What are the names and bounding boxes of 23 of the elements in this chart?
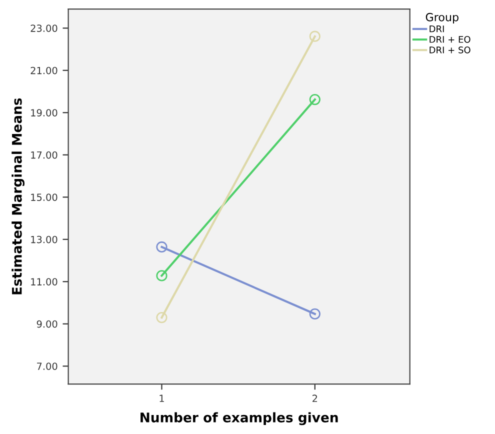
point	[309, 308, 320, 320]
y-tick-label: 9.00	[36, 320, 58, 328]
y-tick-label: 13.00	[31, 236, 58, 244]
y-tick-label: 15.00	[31, 194, 58, 201]
point	[156, 312, 168, 324]
legend-label: DRI + EO	[430, 36, 470, 43]
point	[309, 30, 320, 42]
x-axis-title: Number of examples given	[140, 412, 338, 426]
y-tick-label: 21.00	[30, 66, 58, 74]
y-tick-label: 7.00	[37, 362, 58, 370]
legend-label: DRI + SO	[430, 46, 470, 54]
y-tick-label: 17.00	[31, 151, 58, 159]
y-tick-label: 23.00	[30, 24, 58, 32]
point	[156, 270, 168, 282]
x-tick-label: 1	[160, 394, 164, 402]
y-axis-title: Estimated Marginal Means	[12, 98, 25, 294]
y-tick-label: 11.00	[31, 278, 58, 286]
legend-title: Group	[426, 12, 458, 24]
y-tick-label: 19.00	[31, 109, 58, 116]
point	[156, 241, 168, 253]
x-tick-label: 2	[312, 394, 318, 402]
point	[309, 94, 320, 106]
legend-label: DRI	[430, 26, 444, 32]
